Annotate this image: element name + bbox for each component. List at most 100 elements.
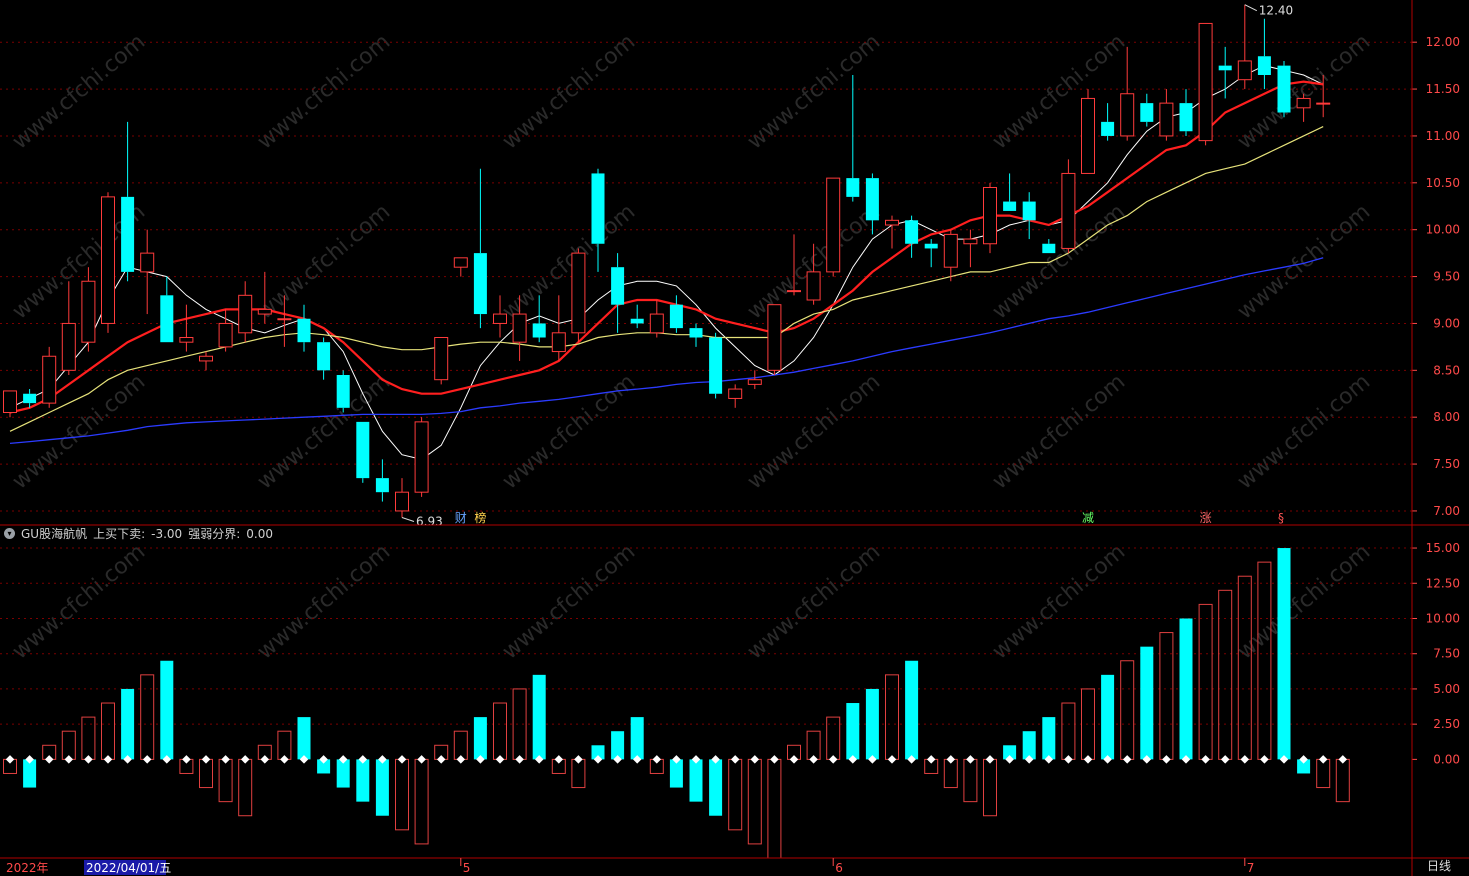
indicator-bar[interactable] xyxy=(532,674,546,760)
indicator-bars[interactable] xyxy=(3,548,1350,859)
candle[interactable] xyxy=(1042,239,1056,254)
candlestick-series[interactable] xyxy=(3,4,1331,518)
candle[interactable] xyxy=(1140,93,1154,127)
candle[interactable] xyxy=(297,304,311,352)
indicator-bar[interactable] xyxy=(160,660,174,760)
candle[interactable] xyxy=(983,182,997,254)
candle[interactable] xyxy=(1159,89,1174,141)
candle[interactable] xyxy=(649,300,664,338)
candle[interactable] xyxy=(591,168,605,272)
indicator-bar[interactable] xyxy=(356,759,370,802)
candle[interactable] xyxy=(3,390,17,418)
candle[interactable] xyxy=(512,295,527,361)
event-marker[interactable]: 榜 xyxy=(474,510,486,525)
indicator-bar[interactable] xyxy=(1042,717,1056,760)
candle[interactable] xyxy=(1257,18,1271,90)
candle[interactable] xyxy=(689,323,703,347)
indicator-bar[interactable] xyxy=(630,717,644,760)
indicator-bar[interactable] xyxy=(1277,548,1291,760)
period-label[interactable]: 日线 xyxy=(1426,859,1451,873)
candle[interactable] xyxy=(81,267,96,352)
indicator-bar[interactable] xyxy=(1022,731,1036,760)
candle[interactable] xyxy=(1081,89,1095,174)
indicator-bar[interactable] xyxy=(375,759,389,816)
candle[interactable] xyxy=(728,384,743,408)
candle[interactable] xyxy=(1198,22,1213,146)
candle[interactable] xyxy=(787,234,801,296)
candle[interactable] xyxy=(277,295,292,347)
candle[interactable] xyxy=(943,229,958,282)
candle[interactable] xyxy=(846,75,860,202)
candle[interactable] xyxy=(1237,4,1252,90)
candle[interactable] xyxy=(179,304,194,352)
indicator-bar[interactable] xyxy=(905,660,919,760)
candle[interactable] xyxy=(1296,93,1311,122)
candle[interactable] xyxy=(160,276,174,343)
candle[interactable] xyxy=(1277,60,1291,118)
event-marker[interactable]: 涨 xyxy=(1200,510,1212,525)
candle[interactable] xyxy=(551,295,566,361)
indicator-bar[interactable] xyxy=(1140,646,1154,760)
candle[interactable] xyxy=(1316,75,1331,118)
candle[interactable] xyxy=(1022,192,1036,240)
indicator-bar[interactable] xyxy=(709,759,723,816)
indicator-bar[interactable] xyxy=(23,759,37,788)
candle[interactable] xyxy=(905,215,919,258)
candle[interactable] xyxy=(317,337,331,380)
candle[interactable] xyxy=(1061,159,1076,254)
candle[interactable] xyxy=(42,346,57,408)
candle[interactable] xyxy=(434,337,449,385)
candle[interactable] xyxy=(473,168,487,329)
candle[interactable] xyxy=(924,239,938,268)
event-marker[interactable]: 减 xyxy=(1082,511,1094,525)
indicator-bar[interactable] xyxy=(669,759,683,788)
candle[interactable] xyxy=(747,370,762,390)
indicator-bar[interactable] xyxy=(591,745,605,760)
indicator-bar[interactable] xyxy=(473,717,487,760)
candle[interactable] xyxy=(121,121,135,282)
candle[interactable] xyxy=(1218,46,1232,99)
candle[interactable] xyxy=(963,229,978,268)
candle[interactable] xyxy=(23,389,37,408)
candle[interactable] xyxy=(414,417,429,497)
candle[interactable] xyxy=(806,243,821,305)
indicator-bar[interactable] xyxy=(846,703,860,760)
indicator-bar[interactable] xyxy=(611,731,625,760)
indicator-bar[interactable] xyxy=(689,759,703,802)
candle[interactable] xyxy=(630,304,644,329)
candle[interactable] xyxy=(356,421,370,483)
indicator-bar[interactable] xyxy=(1003,745,1017,760)
indicator-bar[interactable] xyxy=(297,717,311,760)
candle[interactable] xyxy=(865,173,879,235)
indicator-bar[interactable] xyxy=(1179,618,1193,760)
candle[interactable] xyxy=(140,229,155,315)
indicator-bar[interactable] xyxy=(121,688,135,760)
candle[interactable] xyxy=(1179,89,1193,136)
candle[interactable] xyxy=(709,332,723,399)
candle[interactable] xyxy=(238,281,253,343)
candle[interactable] xyxy=(61,281,76,375)
candle[interactable] xyxy=(199,351,213,371)
candle[interactable] xyxy=(767,304,782,375)
candle[interactable] xyxy=(101,192,115,333)
candle[interactable] xyxy=(669,295,683,333)
candle[interactable] xyxy=(1003,173,1017,211)
candle[interactable] xyxy=(1101,103,1115,141)
candle[interactable] xyxy=(493,295,507,338)
candle[interactable] xyxy=(1120,46,1135,141)
candle[interactable] xyxy=(336,370,350,413)
candle[interactable] xyxy=(885,215,899,249)
indicator-settings-icon[interactable]: ▾ xyxy=(4,528,15,539)
candle[interactable] xyxy=(532,295,546,343)
candle[interactable] xyxy=(375,459,389,502)
indicator-bar[interactable] xyxy=(317,759,331,774)
event-marker[interactable]: § xyxy=(1278,511,1284,525)
candle[interactable] xyxy=(453,257,468,277)
indicator-bar[interactable] xyxy=(865,688,879,760)
candle[interactable] xyxy=(218,309,233,352)
candle[interactable] xyxy=(571,248,586,343)
indicator-bar[interactable] xyxy=(1297,759,1311,774)
candle[interactable] xyxy=(395,478,409,518)
indicator-bar[interactable] xyxy=(336,759,350,788)
